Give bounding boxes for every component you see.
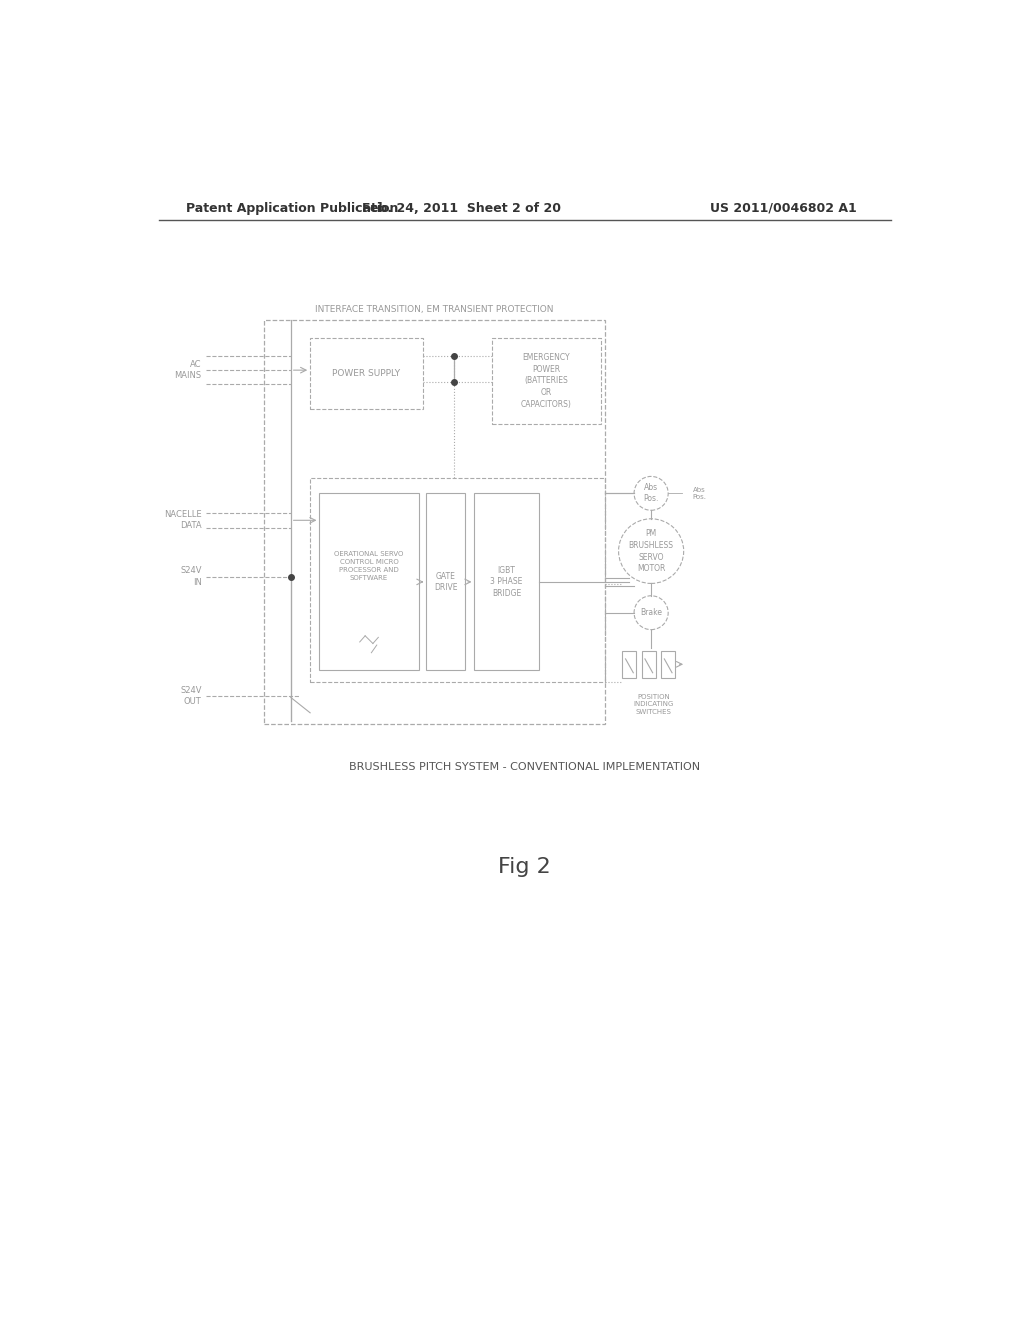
Text: Patent Application Publication: Patent Application Publication xyxy=(186,202,398,215)
Text: INTERFACE TRANSITION, EM TRANSIENT PROTECTION: INTERFACE TRANSITION, EM TRANSIENT PROTE… xyxy=(314,305,553,314)
Text: EMERGENCY
POWER
(BATTERIES
OR
CAPACITORS): EMERGENCY POWER (BATTERIES OR CAPACITORS… xyxy=(521,352,572,409)
Text: GATE
DRIVE: GATE DRIVE xyxy=(434,572,458,593)
Text: Abs
Pos.: Abs Pos. xyxy=(692,487,707,500)
Text: Abs
Pos.: Abs Pos. xyxy=(643,483,658,503)
Text: IGBT
3 PHASE
BRIDGE: IGBT 3 PHASE BRIDGE xyxy=(490,565,523,598)
Text: Feb. 24, 2011  Sheet 2 of 20: Feb. 24, 2011 Sheet 2 of 20 xyxy=(361,202,561,215)
Bar xyxy=(493,338,601,424)
Bar xyxy=(662,651,675,678)
Text: S24V
IN: S24V IN xyxy=(180,566,202,586)
Text: Brake: Brake xyxy=(640,609,663,618)
Bar xyxy=(642,651,655,678)
Text: POSITION
INDICATING
SWITCHES: POSITION INDICATING SWITCHES xyxy=(633,693,674,714)
Bar xyxy=(263,321,604,725)
Bar xyxy=(319,494,419,671)
Bar xyxy=(623,651,636,678)
Bar xyxy=(310,478,604,682)
Text: NACELLE
DATA: NACELLE DATA xyxy=(164,511,202,531)
Text: OERATIONAL SERVO
CONTROL MICRO
PROCESSOR AND
SOFTWARE: OERATIONAL SERVO CONTROL MICRO PROCESSOR… xyxy=(335,552,403,582)
Bar xyxy=(310,338,423,409)
Text: US 2011/0046802 A1: US 2011/0046802 A1 xyxy=(710,202,856,215)
Text: POWER SUPPLY: POWER SUPPLY xyxy=(332,368,400,378)
Text: AC
MAINS: AC MAINS xyxy=(174,360,202,380)
Bar xyxy=(474,494,539,671)
Text: Fig 2: Fig 2 xyxy=(499,857,551,876)
Bar xyxy=(426,494,465,671)
Text: S24V
OUT: S24V OUT xyxy=(180,686,202,706)
Text: PM
BRUSHLESS
SERVO
MOTOR: PM BRUSHLESS SERVO MOTOR xyxy=(629,529,674,573)
Text: BRUSHLESS PITCH SYSTEM - CONVENTIONAL IMPLEMENTATION: BRUSHLESS PITCH SYSTEM - CONVENTIONAL IM… xyxy=(349,762,700,772)
